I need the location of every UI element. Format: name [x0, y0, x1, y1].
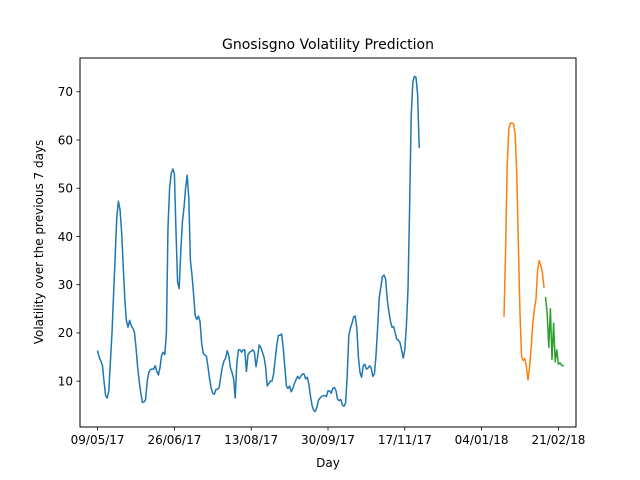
y-tick-label: 30 [58, 278, 73, 292]
y-tick-label: 10 [58, 374, 73, 388]
y-tick-label: 50 [58, 182, 73, 196]
series-layer [96, 75, 565, 413]
y-tick-label: 70 [58, 85, 73, 99]
series-line-2 [503, 122, 545, 381]
x-tick-label: 04/01/18 [455, 433, 509, 447]
y-axis: 10 20 30 40 50 60 70 [58, 85, 80, 388]
x-tick-label: 30/09/17 [301, 433, 355, 447]
x-tick-label: 26/06/17 [147, 433, 201, 447]
series-line-1 [96, 75, 420, 413]
chart-title: Gnosisgno Volatility Prediction [222, 37, 434, 53]
x-axis: 09/05/17 26/06/17 13/08/17 30/09/17 17/11/17… [71, 427, 585, 447]
y-tick-label: 60 [58, 133, 73, 147]
series-line-3 [544, 296, 565, 367]
x-axis-label: Day [316, 456, 340, 470]
x-tick-label: 09/05/17 [71, 433, 125, 447]
x-tick-label: 13/08/17 [224, 433, 278, 447]
x-tick-label: 17/11/17 [378, 433, 432, 447]
y-tick-label: 20 [58, 326, 73, 340]
y-axis-label: Volatility over the previous 7 days [32, 140, 46, 345]
x-tick-label: 21/02/18 [531, 433, 585, 447]
y-tick-label: 40 [58, 230, 73, 244]
